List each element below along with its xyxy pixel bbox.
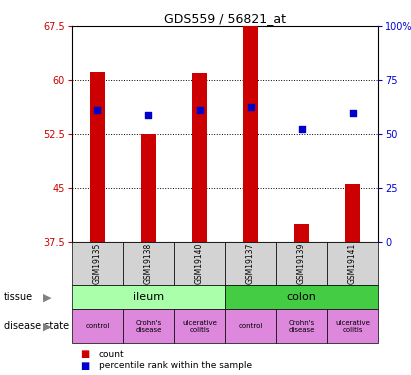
Text: GSM19137: GSM19137 — [246, 243, 255, 284]
Text: count: count — [99, 350, 124, 359]
Text: colon: colon — [286, 292, 316, 302]
Text: GSM19138: GSM19138 — [144, 243, 153, 284]
Bar — [174, 309, 225, 343]
Bar — [294, 224, 309, 242]
Text: control: control — [85, 323, 110, 329]
Point — [349, 110, 356, 116]
Bar — [327, 242, 378, 285]
Bar — [141, 134, 156, 242]
Bar — [72, 285, 225, 309]
Bar — [225, 285, 378, 309]
Bar — [345, 184, 360, 242]
Text: ▶: ▶ — [43, 292, 51, 302]
Point — [298, 126, 305, 132]
Text: ileum: ileum — [133, 292, 164, 302]
Bar — [123, 309, 174, 343]
Bar — [225, 242, 276, 285]
Text: ▶: ▶ — [43, 321, 51, 331]
Point — [145, 112, 152, 118]
Text: tissue: tissue — [4, 292, 33, 302]
Text: percentile rank within the sample: percentile rank within the sample — [99, 361, 252, 370]
Bar — [225, 309, 276, 343]
Text: ■: ■ — [80, 350, 90, 359]
Text: disease state: disease state — [4, 321, 69, 331]
Bar — [276, 309, 327, 343]
Text: control: control — [238, 323, 263, 329]
Text: Crohn's
disease: Crohn's disease — [135, 320, 162, 333]
Bar — [327, 309, 378, 343]
Text: Crohn's
disease: Crohn's disease — [289, 320, 315, 333]
Bar — [123, 242, 174, 285]
Text: GSM19141: GSM19141 — [348, 243, 357, 284]
Point — [196, 107, 203, 113]
Text: ■: ■ — [80, 361, 90, 370]
Text: GSM19140: GSM19140 — [195, 243, 204, 284]
Bar — [243, 26, 258, 242]
Text: GSM19139: GSM19139 — [297, 243, 306, 284]
Bar — [72, 309, 123, 343]
Text: GSM19135: GSM19135 — [93, 243, 102, 284]
Point — [94, 107, 101, 113]
Bar — [192, 73, 207, 242]
Bar — [72, 242, 123, 285]
Bar — [276, 242, 327, 285]
Title: GDS559 / 56821_at: GDS559 / 56821_at — [164, 12, 286, 25]
Text: ulcerative
colitis: ulcerative colitis — [182, 320, 217, 333]
Text: ulcerative
colitis: ulcerative colitis — [335, 320, 370, 333]
Bar — [90, 72, 105, 242]
Bar — [174, 242, 225, 285]
Point — [247, 105, 254, 111]
